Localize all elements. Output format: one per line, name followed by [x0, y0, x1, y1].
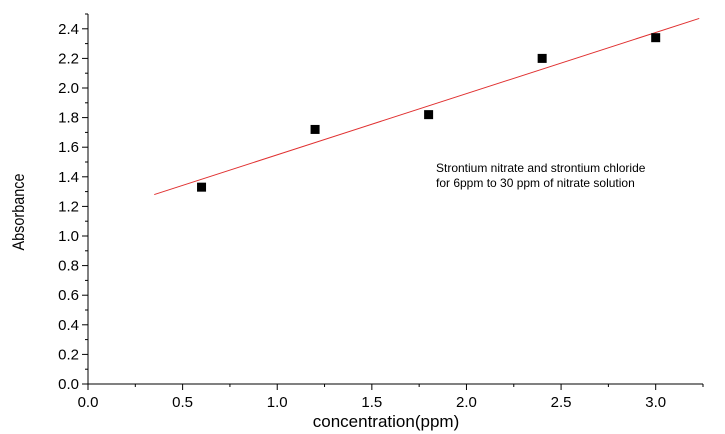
- x-tick-label: 3.0: [645, 394, 666, 411]
- y-tick-label: 1.6: [58, 139, 79, 156]
- y-tick-label: 2.4: [58, 21, 79, 38]
- y-axis-title: Absorbance: [10, 173, 28, 250]
- y-tick-label: 0.0: [58, 376, 79, 393]
- x-tick-label: 2.5: [551, 394, 572, 411]
- x-tick-label: 1.0: [267, 394, 288, 411]
- y-tick-label: 1.4: [58, 169, 79, 186]
- y-tick-label: 0.4: [58, 317, 79, 334]
- y-tick-label: 0.8: [58, 258, 79, 275]
- fit-line: [154, 17, 700, 196]
- data-point: [310, 124, 320, 134]
- annotation-line-1: Strontium nitrate and strontium chloride: [436, 161, 646, 175]
- y-tick-label: 0.6: [58, 287, 79, 304]
- x-tick-label: 0.5: [172, 394, 193, 411]
- y-tick-label: 2.2: [58, 50, 79, 67]
- x-tick-label: 0.0: [78, 394, 99, 411]
- y-ticks: 0.0 0.2 0.4 0.6 0.8 1.0 1.2 1.4 1.6 1.8 2.0 2.2 2.4: [58, 13, 88, 393]
- data-point: [424, 110, 434, 120]
- y-tick-label: 0.2: [58, 346, 79, 363]
- y-tick-label: 1.0: [58, 228, 79, 245]
- y-tick-label: 2.0: [58, 80, 79, 97]
- y-tick-label: 1.8: [58, 110, 79, 127]
- data-points: [197, 33, 661, 192]
- x-tick-label: 2.0: [456, 394, 477, 411]
- data-point: [537, 53, 547, 63]
- x-ticks: 0.0 0.5 1.0 1.5 2.0 2.5 3.0: [78, 384, 704, 411]
- x-tick-label: 1.5: [361, 394, 382, 411]
- annotation-line-2: for 6ppm to 30 ppm of nitrate solution: [436, 176, 635, 190]
- axes: [87, 14, 703, 385]
- x-axis-title: concentration(ppm): [313, 412, 459, 431]
- data-point: [197, 182, 207, 192]
- y-tick-label: 1.2: [58, 198, 79, 215]
- data-point: [651, 33, 661, 43]
